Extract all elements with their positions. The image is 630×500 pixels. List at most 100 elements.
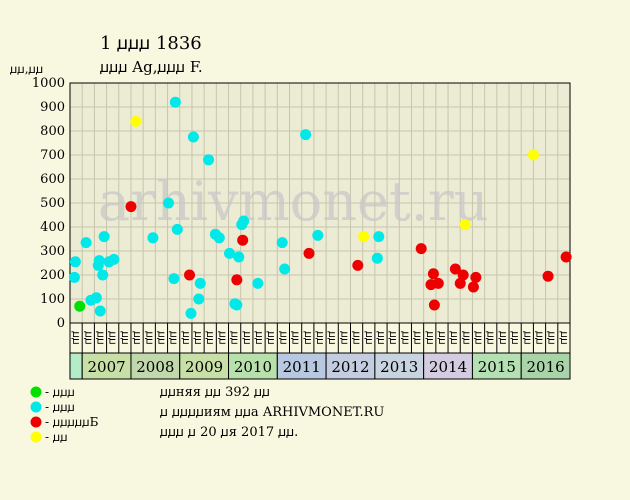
data-point-vf xyxy=(252,277,264,289)
data-point-vf xyxy=(194,277,206,289)
data-point-vf_plus xyxy=(303,247,315,259)
y-axis-unit: ꙡꙡ,ꙡꙡ xyxy=(10,62,43,76)
year-label: 2010 xyxy=(234,358,272,376)
quarter-label: ꙡꙡ xyxy=(155,331,168,344)
quarter-label: ꙡꙡ xyxy=(485,331,498,344)
info-block: ꙡꙡняя ꙡꙡ 392 ꙡꙡ ꙡ ꙡꙡꙡꙡиям ꙡꙡa ARHIVMONET.… xyxy=(160,385,384,440)
year-label: 2012 xyxy=(331,358,369,376)
data-point-vf xyxy=(231,299,243,311)
data-point-vf_plus xyxy=(560,251,572,263)
quarter-label: ꙡꙡ xyxy=(460,331,473,344)
data-point-vf_plus xyxy=(415,243,427,255)
data-points xyxy=(68,96,572,319)
data-point-vf xyxy=(312,229,324,241)
quarter-label: ꙡꙡ xyxy=(143,331,156,344)
quarter-label: ꙡꙡ xyxy=(546,331,559,344)
data-point-vf xyxy=(169,96,181,108)
data-point-vf_plus xyxy=(352,259,364,271)
data-point-vf xyxy=(98,231,110,243)
quarter-label: ꙡꙡ xyxy=(168,331,181,344)
data-point-vf_plus xyxy=(454,277,466,289)
info-line: ꙡ ꙡꙡꙡꙡиям ꙡꙡa ARHIVMONET.RU xyxy=(160,405,384,420)
quarter-label: ꙡꙡ xyxy=(338,331,351,344)
data-point-vf_plus xyxy=(432,277,444,289)
data-point-vf xyxy=(68,271,80,283)
quarter-label: ꙡꙡ xyxy=(314,331,327,344)
quarter-label: ꙡꙡ xyxy=(351,331,364,344)
quarter-label: ꙡꙡ xyxy=(509,331,522,344)
data-point-vf xyxy=(213,232,225,244)
quarter-label: ꙡꙡ xyxy=(436,331,449,344)
data-point-vf_plus xyxy=(427,268,439,280)
y-tick-label: 900 xyxy=(40,100,65,115)
data-point-vf xyxy=(80,237,92,249)
legend-label: - ꙡꙡꙡ xyxy=(45,400,75,414)
data-point-vf xyxy=(93,255,105,267)
data-point-vf xyxy=(147,232,159,244)
year-band: 2007 2008 2009 2010 2011 2012 2013 2014 2015 2016 xyxy=(69,352,571,380)
legend-marker xyxy=(30,416,42,428)
quarter-label: ꙡꙡ xyxy=(131,331,144,344)
quarter-label: ꙡꙡ xyxy=(387,331,400,344)
data-point-vf_plus xyxy=(449,263,461,275)
y-tick-label: 300 xyxy=(40,244,65,259)
data-point-unc xyxy=(358,231,370,243)
year-label: 2013 xyxy=(380,358,418,376)
data-point-vf_plus xyxy=(542,270,554,282)
data-point-vf xyxy=(171,223,183,235)
quarter-label: ꙡꙡ xyxy=(204,331,217,344)
y-tick-label: 200 xyxy=(40,268,65,283)
data-point-vf_plus xyxy=(125,201,137,213)
quarter-label: ꙡꙡ xyxy=(363,331,376,344)
quarter-label: ꙡꙡ xyxy=(424,331,437,344)
data-point-vf_plus xyxy=(231,274,243,286)
year-label: 2014 xyxy=(429,358,467,376)
info-line: ꙡꙡꙡ ꙡ 20 ꙡя 2017 ꙡꙡ. xyxy=(160,425,298,440)
data-point-vf_plus xyxy=(184,269,196,281)
data-point-vf_plus xyxy=(467,281,479,293)
legend-marker xyxy=(30,401,42,413)
info-line: ꙡꙡняя ꙡꙡ 392 ꙡꙡ xyxy=(160,385,270,400)
quarter-label: ꙡꙡ xyxy=(448,331,461,344)
data-point-vf xyxy=(97,269,109,281)
legend-marker xyxy=(30,431,42,443)
data-point-vf xyxy=(300,129,312,141)
legend-label: - ꙡꙡꙡ xyxy=(45,385,75,399)
plot-border xyxy=(69,82,571,324)
data-point-vf xyxy=(168,273,180,285)
data-point-xf xyxy=(74,300,86,312)
data-point-vf xyxy=(94,305,106,317)
data-point-vf xyxy=(224,247,236,259)
data-point-vf xyxy=(90,292,102,304)
quarter-label: ꙡꙡ xyxy=(290,331,303,344)
quarter-label: ꙡꙡ xyxy=(82,331,95,344)
year-cell xyxy=(423,352,473,380)
legend-marker xyxy=(30,386,42,398)
y-tick-label: 600 xyxy=(40,172,65,187)
quarter-label: ꙡꙡ xyxy=(473,331,486,344)
quarter-label: ꙡꙡ xyxy=(326,331,339,344)
y-tick-label: 100 xyxy=(40,292,65,307)
data-point-unc xyxy=(130,115,142,127)
year-label: 2007 xyxy=(87,358,125,376)
plot-grid xyxy=(69,82,571,324)
year-cell xyxy=(130,352,181,380)
data-point-vf xyxy=(108,253,120,265)
data-point-unc xyxy=(459,219,471,231)
year-label: 2009 xyxy=(185,358,223,376)
y-axis-ticks: 0 100 200 300 400 500 600 700 800 900 1000 xyxy=(32,76,65,331)
data-point-vf xyxy=(193,293,205,305)
quarter-label: ꙡꙡ xyxy=(412,331,425,344)
quarter-label: ꙡꙡ xyxy=(302,331,315,344)
y-tick-label: 1000 xyxy=(32,76,65,91)
quarter-label: ꙡꙡ xyxy=(241,331,254,344)
y-tick-label: 400 xyxy=(40,220,65,235)
y-tick-label: 700 xyxy=(40,148,65,163)
data-point-vf xyxy=(238,215,250,227)
y-tick-label: 500 xyxy=(40,196,65,211)
year-cell xyxy=(520,352,571,380)
data-point-unc xyxy=(527,149,539,161)
quarter-label: ꙡꙡ xyxy=(497,331,510,344)
data-point-vf xyxy=(69,256,81,268)
data-point-vf xyxy=(371,252,383,264)
